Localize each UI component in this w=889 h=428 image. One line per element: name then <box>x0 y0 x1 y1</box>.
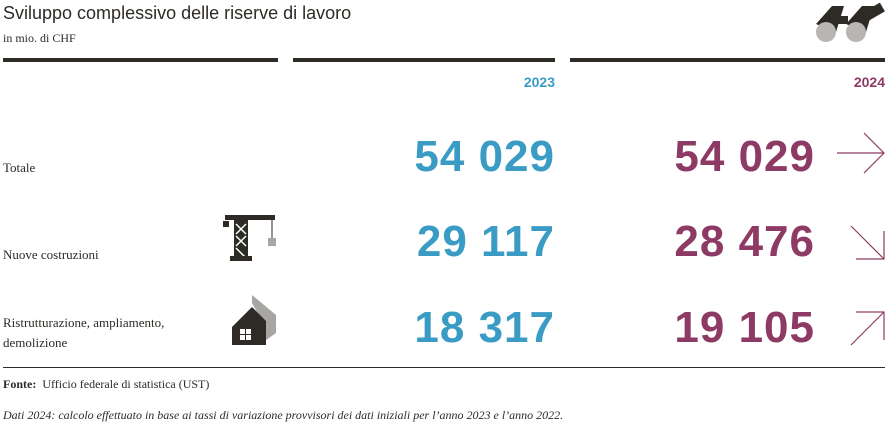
page-title: Sviluppo complessivo delle riserve di la… <box>3 3 352 23</box>
row-label-ristrutturazione-line1: Ristrutturazione, ampliamento, <box>3 315 165 330</box>
header-rule-2024 <box>570 58 885 62</box>
row-label-nuove-costruzioni: Nuove costruzioni <box>3 247 99 262</box>
row-label-ristrutturazione-line2: demolizione <box>3 335 68 350</box>
footer-rule <box>3 367 885 368</box>
row-label-ristrutturazione: Ristrutturazione, ampliamento, demolizio… <box>3 313 164 353</box>
source-line: Fonte: Ufficio federale di statistica (U… <box>3 377 209 392</box>
source-text: Ufficio federale di statistica (UST) <box>42 377 210 391</box>
page-subtitle: in mio. di CHF <box>3 31 76 45</box>
arrow-down-right-icon <box>850 225 885 260</box>
header-rule-2023 <box>293 58 555 62</box>
value-2024-ristrutturazione: 19 105 <box>674 303 815 352</box>
value-2023-totale: 54 029 <box>414 132 555 181</box>
column-header-2023: 2023 <box>523 74 555 90</box>
binoculars-icon <box>816 2 885 42</box>
arrow-up-right-icon <box>850 311 885 346</box>
arrow-right-icon <box>837 132 885 174</box>
footnote: Dati 2024: calcolo effettuato in base ai… <box>3 408 564 422</box>
value-2023-nuove-costruzioni: 29 117 <box>416 217 555 266</box>
source-label: Fonte: <box>3 377 37 391</box>
column-header-2024: 2024 <box>853 74 885 90</box>
header-rule-label <box>3 58 278 62</box>
row-label-totale: Totale <box>3 160 36 175</box>
value-2024-totale: 54 029 <box>674 132 815 181</box>
crane-icon <box>223 215 276 261</box>
value-2023-ristrutturazione: 18 317 <box>414 303 555 352</box>
house-icon <box>232 295 276 345</box>
value-2024-nuove-costruzioni: 28 476 <box>674 217 815 266</box>
